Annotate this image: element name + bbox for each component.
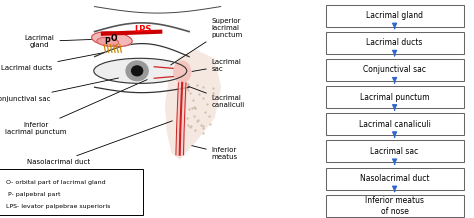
Text: Conjunctival sac: Conjunctival sac [0,78,118,102]
Text: Inferior
lacrimal punctum: Inferior lacrimal punctum [6,80,147,135]
FancyBboxPatch shape [0,169,143,215]
FancyBboxPatch shape [326,5,464,27]
Text: Inferior meatus
of nose: Inferior meatus of nose [365,196,424,216]
Text: Lacrimal
sac: Lacrimal sac [192,59,242,72]
Text: Lacrimal sac: Lacrimal sac [371,147,419,156]
Ellipse shape [94,58,187,83]
Ellipse shape [126,61,148,81]
Text: Lacrimal
gland: Lacrimal gland [25,35,95,48]
Polygon shape [165,50,221,159]
Text: O: O [111,34,118,43]
Text: Conjunctival sac: Conjunctival sac [363,65,426,74]
Text: Lacrimal gland: Lacrimal gland [366,11,423,20]
Ellipse shape [97,37,118,46]
Text: LPS: LPS [135,25,152,34]
Ellipse shape [173,61,191,83]
Text: O- orbital part of lacrimal gland: O- orbital part of lacrimal gland [6,180,105,185]
FancyBboxPatch shape [326,167,464,189]
FancyBboxPatch shape [326,32,464,54]
Ellipse shape [91,32,132,47]
Text: Lacrimal ducts: Lacrimal ducts [366,38,423,47]
Ellipse shape [132,66,143,76]
Text: Lacrimal canaliculi: Lacrimal canaliculi [359,120,430,129]
Text: Superior
lacrimal
punctum: Superior lacrimal punctum [171,18,242,65]
FancyBboxPatch shape [326,140,464,162]
Text: P: P [104,37,110,46]
Text: Nasolacrimal duct: Nasolacrimal duct [360,174,429,183]
Text: Lacrimal punctum: Lacrimal punctum [360,93,429,102]
Text: Inferior
meatus: Inferior meatus [192,146,238,160]
Text: Nasolacrimal duct: Nasolacrimal duct [27,121,173,165]
Text: Lacrimal
canaliculi: Lacrimal canaliculi [189,86,245,108]
Text: P- palpebral part: P- palpebral part [6,192,60,197]
FancyBboxPatch shape [326,195,464,217]
FancyBboxPatch shape [326,86,464,108]
FancyBboxPatch shape [326,113,464,135]
FancyBboxPatch shape [326,59,464,81]
Text: LPS- levator palpebrae superioris: LPS- levator palpebrae superioris [6,204,110,209]
Text: Lacrimal ducts: Lacrimal ducts [1,52,106,71]
